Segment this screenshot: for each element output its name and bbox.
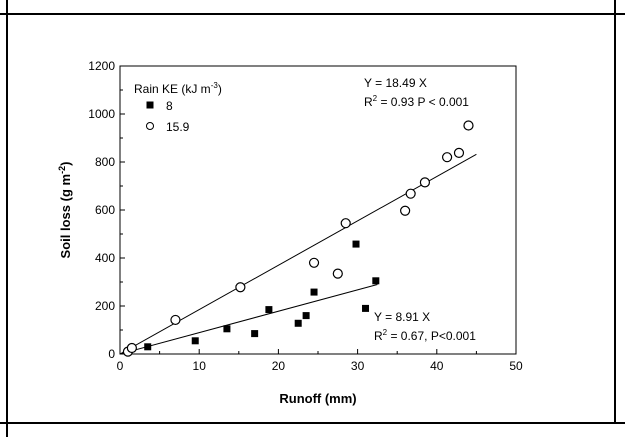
point-series-8 bbox=[251, 330, 259, 338]
y-tick-label: 1200 bbox=[88, 59, 115, 73]
point-series-15-9 bbox=[441, 152, 453, 163]
x-axis-label: Runoff (mm) bbox=[279, 391, 356, 406]
r2-sup-8: 2 bbox=[383, 328, 388, 337]
legend: Rain KE (kJ m-3) 8 15.9 bbox=[134, 81, 222, 134]
y-axis: 0 200 400 600 800 1000 1200 bbox=[88, 59, 125, 361]
legend-label-series-8: 8 bbox=[166, 99, 173, 113]
legend-marker-filled-square bbox=[146, 101, 154, 109]
point-series-8 bbox=[302, 312, 310, 320]
regression-annotation-8: Y = 8.91 X R2 = 0.67, P<0.001 bbox=[374, 310, 476, 343]
legend-title-main: Rain KE (kJ m bbox=[134, 82, 211, 96]
frame-top-border bbox=[0, 13, 625, 15]
y-axis-label-sup: -2 bbox=[57, 166, 67, 174]
r2-rest-15-9: = 0.93 P < 0.001 bbox=[377, 95, 469, 109]
legend-title: Rain KE (kJ m-3) bbox=[134, 81, 222, 96]
r2-sup-15-9: 2 bbox=[373, 94, 378, 103]
x-tick-label: 40 bbox=[430, 359, 444, 373]
point-series-15-9 bbox=[340, 218, 351, 229]
regression-equation-8: Y = 8.91 X bbox=[374, 310, 430, 324]
point-series-15-9 bbox=[453, 147, 465, 158]
y-axis-label: Soil loss (g m-2) bbox=[57, 162, 73, 259]
y-axis-label-main: Soil loss (g m bbox=[58, 174, 73, 259]
y-tick-label: 600 bbox=[95, 203, 115, 217]
y-tick-label: 1000 bbox=[88, 107, 115, 121]
legend-marker-open-circle bbox=[146, 122, 154, 130]
y-tick-label: 0 bbox=[108, 347, 115, 361]
y-tick-label: 400 bbox=[95, 251, 115, 265]
point-series-8 bbox=[294, 319, 302, 327]
data-points bbox=[122, 120, 474, 357]
legend-title-sup: -3 bbox=[211, 81, 219, 90]
point-series-15-9 bbox=[419, 177, 431, 188]
regression-annotation-15-9: Y = 18.49 X R2 = 0.93 P < 0.001 bbox=[364, 76, 469, 109]
x-tick-label: 30 bbox=[351, 359, 365, 373]
point-series-8 bbox=[223, 325, 231, 333]
y-tick-label: 200 bbox=[95, 299, 115, 313]
point-series-8 bbox=[310, 288, 318, 296]
point-series-15-9 bbox=[405, 188, 416, 199]
regression-r2-8: R2 = 0.67, P<0.001 bbox=[374, 328, 476, 343]
point-series-15-9 bbox=[170, 314, 181, 326]
point-series-8 bbox=[191, 337, 199, 345]
x-tick-label: 10 bbox=[193, 359, 207, 373]
x-tick-label: 50 bbox=[509, 359, 523, 373]
plot-area bbox=[119, 65, 517, 355]
x-tick-label: 20 bbox=[272, 359, 286, 373]
r2-rest-8: = 0.67, P<0.001 bbox=[387, 329, 476, 343]
legend-title-close: ) bbox=[218, 82, 222, 96]
point-series-8 bbox=[265, 306, 273, 314]
frame-right-border bbox=[614, 0, 616, 424]
legend-label-series-15-9: 15.9 bbox=[166, 120, 190, 134]
point-series-15-9 bbox=[308, 257, 320, 268]
y-axis-label-close: ) bbox=[58, 162, 73, 166]
point-series-8 bbox=[362, 304, 370, 312]
point-series-8 bbox=[144, 343, 152, 351]
point-series-15-9 bbox=[235, 282, 246, 293]
point-series-15-9 bbox=[463, 120, 474, 131]
frame-left-border bbox=[6, 0, 8, 437]
r2-prefix-8: R bbox=[374, 329, 383, 343]
frame-bottom-border bbox=[0, 422, 625, 424]
regression-line-series-0 bbox=[119, 284, 378, 355]
point-series-8 bbox=[372, 277, 380, 285]
point-series-15-9 bbox=[332, 268, 343, 279]
point-series-8 bbox=[352, 240, 360, 248]
r2-prefix-15-9: R bbox=[364, 95, 373, 109]
regression-r2-15-9: R2 = 0.93 P < 0.001 bbox=[364, 94, 469, 109]
point-series-15-9 bbox=[126, 342, 137, 354]
point-series-15-9 bbox=[400, 205, 411, 216]
x-axis: 0 10 20 30 40 50 bbox=[117, 349, 523, 373]
y-tick-label: 800 bbox=[95, 155, 115, 169]
x-tick-label: 0 bbox=[117, 359, 124, 373]
regression-equation-15-9: Y = 18.49 X bbox=[364, 76, 427, 90]
